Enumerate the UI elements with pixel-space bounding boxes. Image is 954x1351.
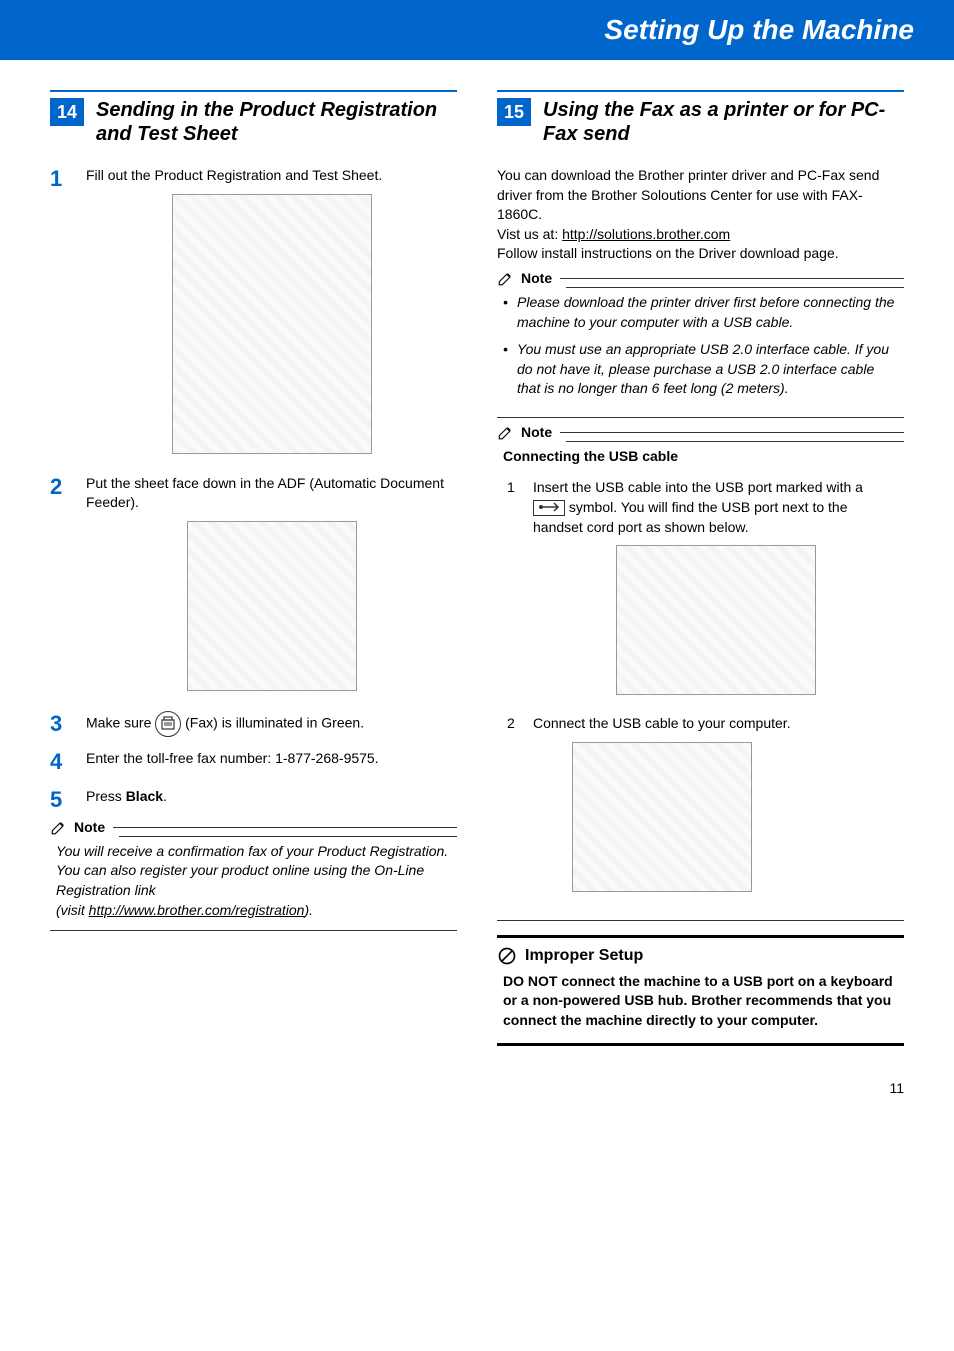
note-head: Note [497, 423, 560, 441]
step-text-pre: Press [86, 788, 126, 804]
pencil-icon [497, 423, 515, 441]
sub-text: Connect the USB cable to your computer. [533, 715, 791, 731]
section-15-head: 15 Using the Fax as a printer or for PC-… [497, 90, 904, 146]
note-label: Note [521, 424, 552, 440]
note-bullet-2: You must use an appropriate USB 2.0 inte… [517, 340, 898, 399]
section-15-title: Using the Fax as a printer or for PC-Fax… [543, 98, 904, 146]
page-number: 11 [0, 1080, 954, 1116]
step-body: Fill out the Product Registration and Te… [86, 166, 457, 462]
note-subhead: Connecting the USB cable [503, 447, 898, 467]
note-body: You will receive a confirmation fax of y… [50, 842, 457, 920]
note-usb: Note Connecting the USB cable 1 Insert t… [497, 432, 904, 921]
step-text-post: . [163, 788, 167, 804]
sub-num: 1 [507, 477, 521, 704]
sub-post: symbol. You will find the USB port next … [533, 499, 848, 535]
intro-1: You can download the Brother printer dri… [497, 166, 904, 225]
usb-step-1: 1 Insert the USB cable into the USB port… [507, 477, 898, 704]
note-line2a: You can also register your product onlin… [56, 862, 424, 898]
step-body: Enter the toll-free fax number: 1-877-26… [86, 749, 457, 769]
section-14-title: Sending in the Product Registration and … [96, 98, 457, 146]
step-text-pre: Make sure [86, 714, 155, 730]
section-14-steps: 1 Fill out the Product Registration and … [50, 166, 457, 813]
improper-setup: Improper Setup DO NOT connect the machin… [497, 935, 904, 1046]
usb-computer-image [572, 742, 752, 892]
sub-body: Insert the USB cable into the USB port m… [533, 477, 898, 704]
step-body: Make sure (Fax) is illuminated in Green. [86, 711, 457, 737]
step-body: Put the sheet face down in the ADF (Auto… [86, 474, 457, 699]
intro-2a: Vist us at: [497, 226, 562, 242]
step-1: 1 Fill out the Product Registration and … [50, 166, 457, 462]
step-body: Press Black. [86, 787, 457, 807]
pencil-icon [497, 269, 515, 287]
step-4: 4 Enter the toll-free fax number: 1-877-… [50, 749, 457, 775]
page-header: Setting Up the Machine [0, 0, 954, 60]
note-rule [566, 441, 904, 442]
note-line2c: ). [304, 902, 313, 918]
section-14-head: 14 Sending in the Product Registration a… [50, 90, 457, 146]
step-num: 1 [50, 166, 70, 192]
improper-text: DO NOT connect the machine to a USB port… [497, 972, 904, 1031]
step-num: 3 [50, 711, 70, 737]
note-head: Note [50, 818, 113, 836]
left-column: 14 Sending in the Product Registration a… [50, 90, 457, 1060]
sub-pre: Insert the USB cable into the USB port m… [533, 479, 863, 495]
improper-head: Improper Setup [497, 946, 904, 966]
pencil-icon [50, 818, 68, 836]
step-box-14: 14 [50, 98, 84, 126]
intro-2: Vist us at: http://solutions.brother.com [497, 225, 904, 245]
step-num: 5 [50, 787, 70, 813]
note-rule [119, 836, 457, 837]
prohibit-icon [497, 946, 517, 966]
step-3: 3 Make sure (Fax) is illuminated in Gree… [50, 711, 457, 737]
fax-icon [155, 711, 181, 737]
sub-body: Connect the USB cable to your computer. [533, 713, 791, 899]
note-line2b: (visit [56, 902, 89, 918]
note-label: Note [521, 270, 552, 286]
note-body: Please download the printer driver first… [497, 293, 904, 399]
usb-step-2: 2 Connect the USB cable to your computer… [507, 713, 898, 899]
note-head: Note [497, 269, 560, 287]
adf-image [187, 521, 357, 691]
registration-link[interactable]: http://www.brother.com/registration [89, 902, 305, 918]
header-title: Setting Up the Machine [604, 14, 914, 45]
page-body: 14 Sending in the Product Registration a… [0, 60, 954, 1080]
step-2: 2 Put the sheet face down in the ADF (Au… [50, 474, 457, 699]
registration-sheet-image [172, 194, 372, 454]
usb-icon [533, 500, 565, 516]
improper-label: Improper Setup [525, 947, 643, 965]
note-bullet-1: Please download the printer driver first… [517, 293, 898, 332]
step-box-15: 15 [497, 98, 531, 126]
note-registration: Note You will receive a confirmation fax… [50, 827, 457, 931]
step-5: 5 Press Black. [50, 787, 457, 813]
intro-3: Follow install instructions on the Drive… [497, 244, 904, 264]
step-text-bold: Black [126, 788, 163, 804]
step-text: Put the sheet face down in the ADF (Auto… [86, 475, 444, 511]
note-label: Note [74, 819, 105, 835]
usb-port-image [616, 545, 816, 695]
step-text-post: (Fax) is illuminated in Green. [185, 714, 364, 730]
note-rule [566, 287, 904, 288]
sub-num: 2 [507, 713, 521, 899]
step-text: Fill out the Product Registration and Te… [86, 167, 382, 183]
note-body: Connecting the USB cable 1 Insert the US… [497, 447, 904, 900]
solutions-link[interactable]: http://solutions.brother.com [562, 226, 730, 242]
right-column: 15 Using the Fax as a printer or for PC-… [497, 90, 904, 1060]
step-num: 4 [50, 749, 70, 775]
step-num: 2 [50, 474, 70, 500]
note-driver: Note Please download the printer driver … [497, 278, 904, 418]
note-line1: You will receive a confirmation fax of y… [56, 842, 451, 862]
